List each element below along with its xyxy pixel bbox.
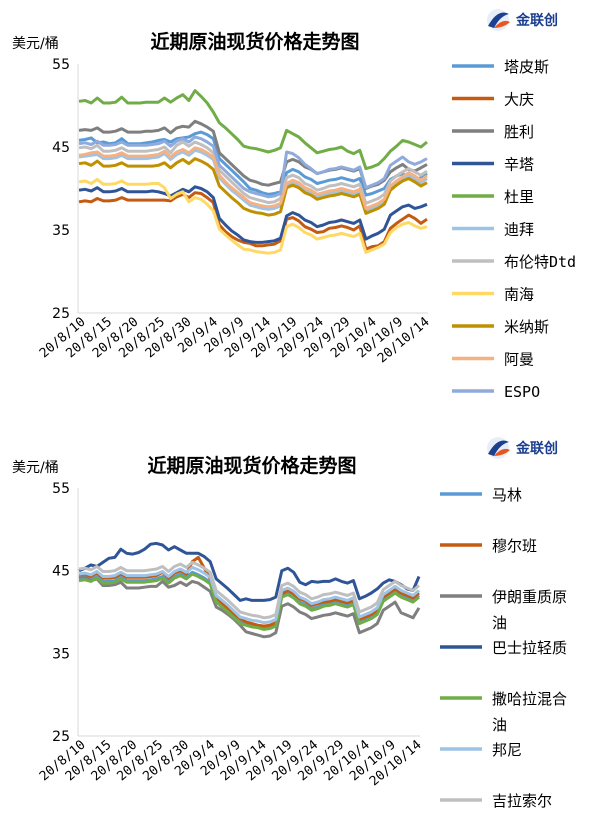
series-line-6 [78,148,428,213]
legend-label: 南海 [504,286,534,304]
chart-title: 近期原油现货价格走势图 [147,454,356,477]
series-line-2 [78,555,420,628]
brand-logo-text: 金联创 [516,13,558,29]
legend-label: 胜利 [504,123,534,141]
y-tick-label: 55 [52,57,70,73]
y-tick-label: 35 [52,646,70,662]
legend-label: 塔皮斯 [504,58,549,76]
series-line-8 [78,177,428,255]
series-line-1 [78,130,428,197]
series-line-4 [78,541,421,602]
brand-logo-icon [482,434,514,462]
y-tick-label: 25 [52,729,70,745]
legend-label: 辛塔 [504,156,534,174]
chart-title: 近期原油现货价格走势图 [150,30,359,53]
brand-logo: 金联创 [482,6,558,34]
legend-label: 阿曼 [504,351,534,369]
line-chart-top: 近期原油现货价格走势图美元/桶2535455520/8/1020/8/1520/… [12,30,576,401]
legend-label: 伊朗重质原油 [492,588,567,632]
y-tick-label: 25 [52,306,70,322]
series-line-9 [78,157,428,217]
legend-label: 马林 [492,486,522,504]
chart-panel-top: 近期原油现货价格走势图 美元/桶 25 35 45 55 20/8/10 20/8/15 20/… [12,6,576,401]
legend-label: 米纳斯 [504,318,549,336]
series-line-7 [78,560,420,620]
y-axis-unit-label: 美元/桶 [12,36,59,52]
chart-panel-bottom: 近期原油现货价格走势图 美元/桶 25 35 45 55 20/8/10 20/8/15 20/… [0,414,616,828]
y-tick-label: 45 [52,564,70,580]
y-tick-label: 35 [52,223,70,239]
legend-label: 布伦特Dtd [504,253,576,271]
series-line-2 [78,191,428,251]
legend-label: ESPO [504,383,540,401]
series-line-11 [78,135,428,199]
legend-label: 穆尔班 [492,537,537,555]
legend-label: 大庆 [504,91,534,109]
y-tick-label: 45 [52,140,70,156]
series-line-10 [78,146,428,210]
line-chart-bottom: 近期原油现货价格走势图美元/桶2535455520/8/1020/8/1520/… [12,454,567,810]
legend-label: 巴士拉轻质 [492,639,567,657]
y-tick-label: 55 [52,481,70,497]
brand-logo-icon [482,6,514,34]
legend-label: 杜里 [504,188,534,206]
series-line-7 [78,140,428,205]
brand-logo: 金联创 [482,434,558,462]
series-line-5 [78,89,428,171]
legend-label: 邦尼 [492,741,522,759]
legend-label: 吉拉索尔 [492,792,552,810]
legend-label: 撒哈拉混合油 [492,690,567,734]
brand-logo-text: 金联创 [516,441,558,457]
series-line-4 [78,185,428,244]
series-line-5 [78,572,420,631]
series-line-1 [78,570,420,630]
y-axis-unit-label: 美元/桶 [12,460,59,476]
series-line-6 [78,565,420,625]
legend-label: 迪拜 [504,221,534,239]
series-line-3 [78,575,421,639]
